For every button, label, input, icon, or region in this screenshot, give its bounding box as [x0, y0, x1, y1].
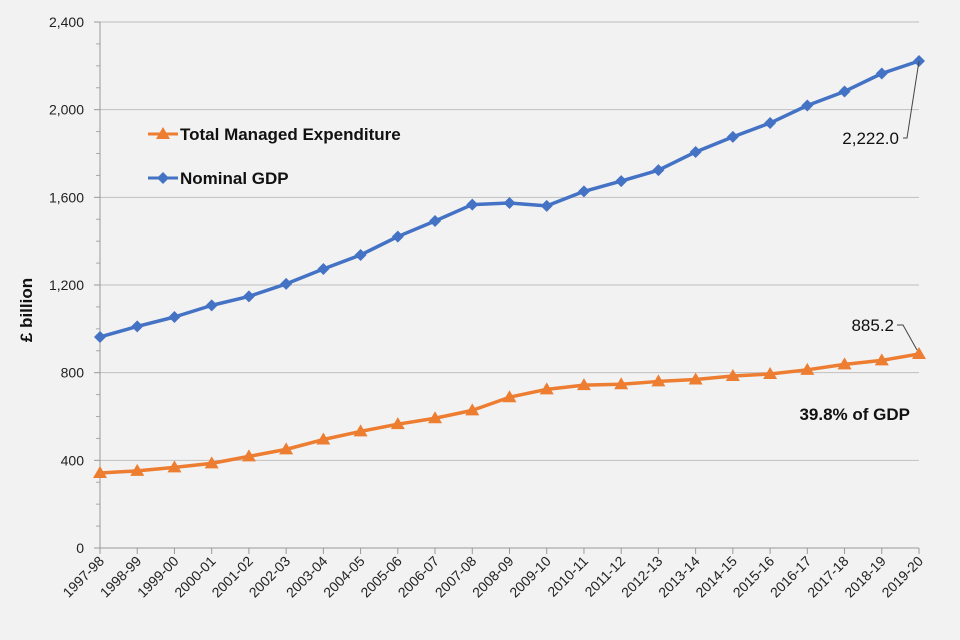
data-point: [280, 277, 293, 290]
data-point: [539, 382, 554, 395]
data-point: [130, 463, 145, 476]
data-point: [94, 330, 106, 343]
annotations: 2,222.0 885.2 39.8% of GDP: [799, 60, 920, 424]
legend: Total Managed Expenditure Nominal GDP: [148, 125, 401, 188]
legend-label-gdp: Nominal GDP: [180, 169, 289, 188]
legend-label-tme: Total Managed Expenditure: [180, 125, 401, 144]
data-point: [688, 372, 703, 385]
data-point: [651, 374, 666, 387]
data-point: [242, 290, 255, 303]
tme-end-label: 885.2: [851, 316, 894, 335]
data-point: [204, 456, 219, 469]
data-point: [354, 248, 367, 261]
data-point: [428, 411, 443, 424]
legend-item-tme[interactable]: Total Managed Expenditure: [148, 125, 401, 144]
data-point: [764, 117, 777, 130]
data-point: [205, 299, 218, 312]
share-of-gdp-label: 39.8% of GDP: [799, 405, 910, 424]
x-tick-label: 2010-11: [544, 553, 591, 600]
data-point: [167, 460, 182, 473]
y-tick-label: 1,200: [49, 277, 84, 293]
y-tick-label: 2,400: [49, 14, 84, 30]
data-point: [317, 263, 330, 276]
y-tick-label: 2,000: [49, 102, 84, 118]
y-tick-label: 400: [61, 452, 85, 468]
data-point: [725, 368, 740, 381]
x-tick-label: 2019-20: [878, 553, 926, 601]
data-point: [465, 403, 480, 416]
data-point: [875, 67, 888, 80]
data-point: [800, 362, 815, 375]
data-point: [466, 198, 479, 211]
data-point: [874, 353, 889, 366]
data-point: [131, 320, 144, 333]
series-nominal-gdp: [94, 55, 925, 343]
data-point: [689, 145, 702, 158]
axes: 04008001,2001,6002,0002,4001997-981998-9…: [49, 14, 926, 600]
gridlines: [100, 21, 919, 461]
data-point: [540, 199, 553, 212]
data-point: [279, 442, 294, 455]
data-point: [316, 432, 331, 445]
data-point: [615, 175, 628, 188]
data-point: [93, 466, 107, 479]
data-point: [391, 230, 404, 243]
gdp-end-label: 2,222.0: [842, 129, 899, 148]
y-axis-label: £ billion: [17, 278, 36, 342]
data-point: [168, 310, 181, 323]
data-point: [576, 378, 591, 391]
data-point: [503, 197, 516, 210]
legend-item-gdp[interactable]: Nominal GDP: [148, 169, 289, 188]
data-point: [652, 164, 665, 177]
data-point: [390, 417, 405, 430]
y-tick-label: 1,600: [49, 189, 84, 205]
data-point: [912, 346, 926, 359]
y-tick-label: 0: [76, 540, 84, 556]
data-point: [726, 130, 739, 143]
x-tick-label: 2009-10: [506, 553, 554, 601]
series-line: [99, 352, 920, 475]
y-tick-label: 800: [61, 365, 85, 381]
data-point: [429, 215, 442, 228]
data-point: [241, 449, 256, 462]
data-point: [502, 390, 517, 403]
data-point: [801, 99, 814, 112]
data-point: [763, 366, 778, 379]
data-point: [837, 357, 852, 370]
data-point: [577, 185, 590, 198]
series-total-managed-expenditure: [93, 346, 926, 479]
data-point: [838, 85, 851, 98]
data-point: [353, 424, 368, 437]
data-point: [614, 377, 629, 390]
